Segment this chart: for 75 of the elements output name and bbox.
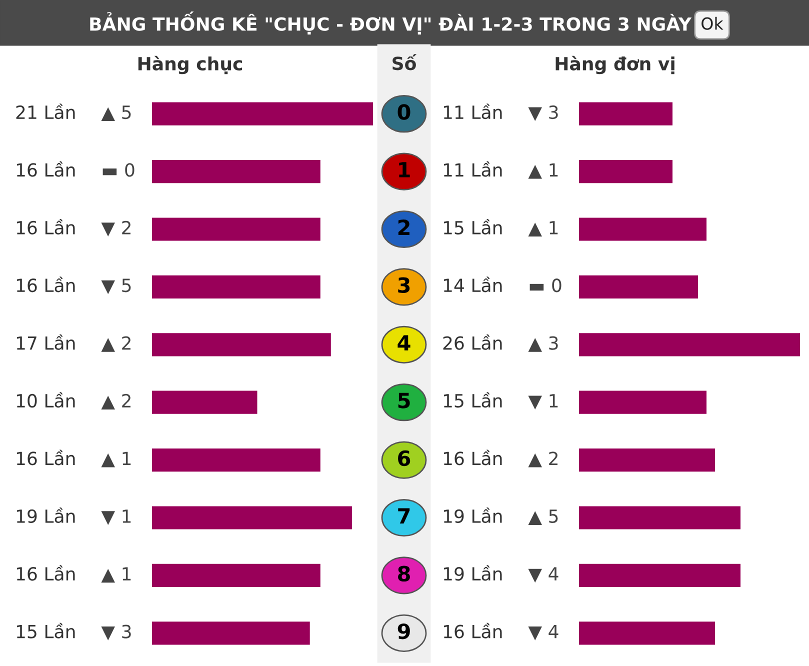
text: ▼ 5 [101, 278, 131, 294]
text: ▼ 4 [528, 624, 558, 640]
y-tick-label: 6 [398, 450, 410, 466]
text: ▲ 5 [101, 106, 131, 122]
bar [152, 390, 258, 414]
y-tick-label: 1 [399, 162, 410, 178]
text: ▲ 1 [528, 163, 558, 179]
y-tick-label: 9 [398, 623, 410, 640]
bar [579, 622, 715, 645]
y-axis-title: Số [392, 54, 417, 70]
text: ▲ 2 [101, 394, 130, 410]
data-label: 11 Lần [444, 104, 502, 120]
data-label: 21 Lần [16, 104, 75, 120]
data-label: 16 Lần [16, 565, 75, 581]
y-tick-label: 2 [398, 220, 410, 235]
data-label: 10 Lần [16, 392, 75, 408]
bar [152, 506, 352, 530]
bar [152, 333, 331, 356]
text: ▼ 1 [101, 510, 131, 525]
y-tick-label: 8 [398, 566, 410, 582]
data-label: 16 Lần [16, 218, 75, 234]
bar [579, 390, 706, 414]
y-tick-label: 3 [398, 277, 410, 293]
y-tick-label: 7 [398, 508, 410, 524]
text: ▲ 1 [528, 221, 558, 236]
data-label: 16 Lần [16, 276, 75, 292]
bar [152, 218, 320, 241]
data-label: 16 Lần [16, 450, 75, 466]
text: ▲ 5 [528, 510, 558, 525]
text: ▬ 0 [102, 163, 134, 177]
text: ▬ 0 [530, 278, 562, 292]
bar [152, 275, 320, 298]
bar [152, 102, 373, 126]
bar [152, 622, 310, 645]
y-tick-label: 5 [398, 392, 410, 408]
text: ▼ 2 [101, 220, 130, 236]
text: ▲ 3 [528, 336, 558, 352]
x-axis-title: Hàng đơn vị [556, 56, 674, 74]
bar [579, 102, 672, 126]
x-axis-title: Hàng chục [138, 56, 242, 74]
data-label: 16 Lần [444, 622, 502, 638]
data-label: 14 Lần [444, 276, 502, 292]
text: ▲ 1 [101, 452, 131, 468]
data-label: 19 Lần [444, 565, 502, 581]
text: ▲ 2 [101, 336, 130, 352]
data-label: 19 Lần [444, 507, 502, 523]
text: ▼ 3 [528, 105, 558, 122]
data-label: 17 Lần [16, 334, 75, 350]
bar [579, 333, 800, 356]
data-label: 11 Lần [444, 161, 502, 177]
data-label: 19 Lần [16, 507, 75, 523]
text: ▼ 1 [528, 394, 558, 410]
bar [579, 506, 740, 530]
data-label: 16 Lần [444, 450, 502, 466]
data-label: 15 Lần [444, 218, 502, 234]
text: ▼ 4 [528, 567, 558, 583]
chart-title: BẢNG THỐNG KÊ "CHỤC - ĐƠN VỊ" ĐÀI 1-2-3 TRONG 3 NGÀY [90, 12, 692, 34]
bar [579, 564, 740, 587]
text: ▼ 3 [101, 624, 131, 640]
text: ▲ 1 [101, 567, 131, 583]
data-label: 26 Lần [443, 334, 502, 350]
bar [152, 564, 320, 587]
bar [579, 275, 698, 298]
bar [152, 448, 320, 472]
bar [579, 160, 672, 184]
y-tick-label: 4 [398, 335, 410, 350]
data-label: 15 Lần [16, 622, 75, 638]
data-label: 15 Lần [444, 392, 502, 408]
bar [579, 218, 706, 241]
bar [152, 160, 320, 184]
data-label: 16 Lần [16, 161, 75, 177]
y-tick-label: 0 [398, 104, 410, 120]
text: ▲ 2 [528, 452, 558, 468]
bar [579, 448, 715, 472]
text: Ok [702, 16, 724, 30]
